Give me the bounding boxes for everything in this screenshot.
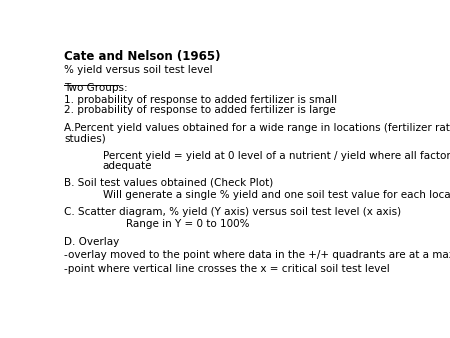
Text: Range in Y = 0 to 100%: Range in Y = 0 to 100% [126, 219, 249, 229]
Text: Percent yield = yield at 0 level of a nutrient / yield where all factors are: Percent yield = yield at 0 level of a nu… [103, 151, 450, 161]
Text: D. Overlay: D. Overlay [64, 237, 119, 247]
Text: adequate: adequate [103, 161, 152, 171]
Text: B. Soil test values obtained (Check Plot): B. Soil test values obtained (Check Plot… [64, 178, 273, 188]
Text: Will generate a single % yield and one soil test value for each location: Will generate a single % yield and one s… [103, 190, 450, 200]
Text: % yield versus soil test level: % yield versus soil test level [64, 65, 212, 75]
Text: -point where vertical line crosses the x = critical soil test level: -point where vertical line crosses the x… [64, 264, 390, 274]
Text: studies): studies) [64, 134, 106, 143]
Text: C. Scatter diagram, % yield (Y axis) versus soil test level (x axis): C. Scatter diagram, % yield (Y axis) ver… [64, 207, 401, 217]
Text: Cate and Nelson (1965): Cate and Nelson (1965) [64, 50, 220, 63]
Text: A.Percent yield values obtained for a wide range in locations (fertilizer rate: A.Percent yield values obtained for a wi… [64, 123, 450, 133]
Text: Two Groups:: Two Groups: [64, 83, 128, 93]
Text: -overlay moved to the point where data in the +/+ quadrants are at a maximum: -overlay moved to the point where data i… [64, 250, 450, 260]
Text: 2. probability of response to added fertilizer is large: 2. probability of response to added fert… [64, 105, 336, 115]
Text: 1. probability of response to added fertilizer is small: 1. probability of response to added fert… [64, 95, 337, 105]
